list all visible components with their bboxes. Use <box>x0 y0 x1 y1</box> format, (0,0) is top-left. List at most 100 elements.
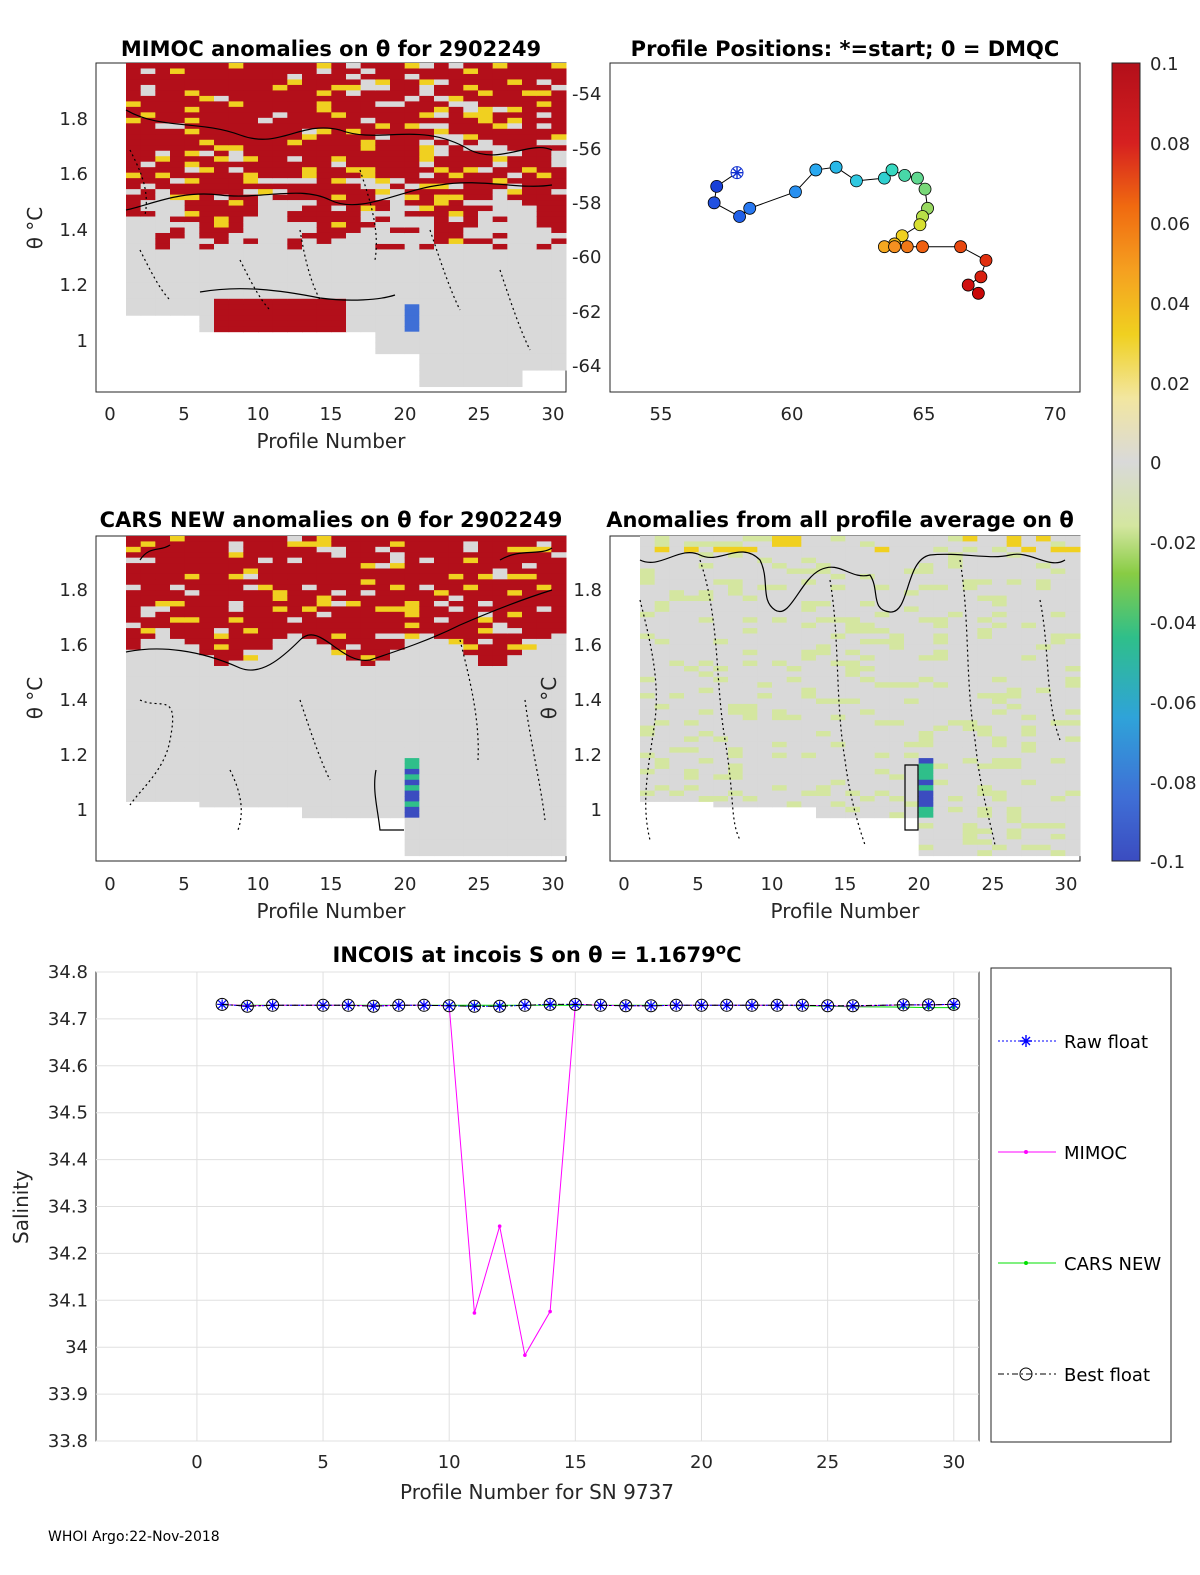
heatmap-cell <box>243 741 259 748</box>
heatmap-cell <box>1036 758 1052 764</box>
heatmap-cell <box>551 123 567 130</box>
heatmap-cell <box>434 736 450 743</box>
heatmap-cell <box>140 249 156 256</box>
heatmap-cell <box>434 95 450 102</box>
heatmap-cell <box>816 676 832 683</box>
heatmap-cell <box>536 117 552 124</box>
heatmap-cell <box>507 785 523 792</box>
heatmap-cell <box>492 796 508 802</box>
heatmap-cell <box>904 768 920 775</box>
heatmap-cell <box>287 590 303 597</box>
heatmap-cell <box>801 563 817 569</box>
heatmap-cell <box>155 232 171 239</box>
heatmap-cell <box>448 90 464 97</box>
heatmap-cell <box>830 568 846 575</box>
heatmap-cell <box>640 622 656 629</box>
heatmap-cell <box>948 601 964 607</box>
heatmap-cell <box>140 644 156 651</box>
heatmap-cell <box>375 320 391 327</box>
heatmap-cell <box>522 304 538 311</box>
heatmap-cell <box>874 747 890 754</box>
heatmap-cell <box>463 232 479 239</box>
heatmap-cell <box>536 546 552 553</box>
heatmap-cell <box>214 320 230 327</box>
heatmap-cell <box>536 666 552 672</box>
heatmap-cell <box>390 541 406 548</box>
heatmap-cell <box>478 763 494 770</box>
heatmap-cell <box>302 714 318 721</box>
heatmap-cell <box>772 601 788 607</box>
heatmap-cell <box>258 178 274 185</box>
heatmap-cell <box>272 227 288 234</box>
heatmap-cell <box>551 139 567 146</box>
heatmap-cell <box>346 676 362 683</box>
heatmap-cell <box>551 79 567 86</box>
heatmap-cell <box>786 698 802 705</box>
heatmap-cell <box>1050 617 1066 624</box>
heatmap-cell <box>126 644 142 651</box>
heatmap-cell <box>874 720 890 727</box>
heatmap-cell <box>1021 606 1037 613</box>
heatmap-cell <box>772 568 788 575</box>
heatmap-cell <box>155 666 171 672</box>
heatmap-cell <box>302 584 318 591</box>
heatmap-cell <box>551 638 567 645</box>
heatmap-cell <box>684 725 700 732</box>
heatmap-cell <box>492 731 508 737</box>
heatmap-cell <box>772 752 788 759</box>
heatmap-cell <box>492 238 508 245</box>
heatmap-cell <box>757 541 773 548</box>
heatmap-cell <box>258 183 274 190</box>
heatmap-cell <box>243 579 259 586</box>
heatmap-cell <box>654 676 670 683</box>
heatmap-cell <box>346 101 362 108</box>
heatmap-cell <box>536 850 552 857</box>
heatmap-cell <box>258 638 274 645</box>
heatmap-cell <box>933 768 949 775</box>
heatmap-cell <box>390 139 406 146</box>
heatmap-cell <box>258 106 274 113</box>
heatmap-cell <box>889 693 905 699</box>
heatmap-cell <box>492 584 508 591</box>
heatmap-cell <box>507 774 523 781</box>
heatmap-cell <box>757 693 773 699</box>
heatmap-cell <box>772 796 788 802</box>
heatmap-cell <box>478 79 494 86</box>
heatmap-cell <box>713 687 729 694</box>
heatmap-cell <box>199 801 215 808</box>
heatmap-cell <box>448 189 464 196</box>
heatmap-cell <box>874 671 890 678</box>
heatmap-cell <box>948 698 964 705</box>
heatmap-cell <box>962 655 978 662</box>
heatmap-cell <box>126 563 142 569</box>
heatmap-cell <box>1050 546 1066 553</box>
heatmap-cell <box>698 601 714 607</box>
heatmap-cell <box>287 227 303 234</box>
heatmap-cell <box>772 763 788 770</box>
heatmap-cell <box>786 785 802 792</box>
heatmap-cell <box>772 536 788 542</box>
heatmap-cell <box>492 298 508 305</box>
heatmap-cell <box>375 779 391 786</box>
heatmap-cell <box>874 638 890 645</box>
heatmap-cell <box>1065 833 1081 840</box>
heatmap-cell <box>992 644 1008 651</box>
heatmap-cell <box>331 106 347 113</box>
heatmap-cell <box>640 682 656 689</box>
heatmap-cell <box>478 709 494 716</box>
heatmap-cell <box>199 134 215 141</box>
heatmap-cell <box>404 563 420 569</box>
heatmap-cell <box>492 617 508 624</box>
heatmap-cell <box>536 364 552 371</box>
heatmap-cell <box>360 161 376 168</box>
heatmap-cell <box>390 112 406 119</box>
heatmap-cell <box>478 84 494 91</box>
heatmap-cell <box>874 622 890 629</box>
heatmap-cell <box>316 660 332 667</box>
heatmap-cell <box>654 546 670 553</box>
heatmap-cell <box>419 156 435 163</box>
heatmap-cell <box>492 145 508 152</box>
heatmap-cell <box>404 106 420 113</box>
heatmap-cell <box>140 178 156 185</box>
heatmap-cell <box>992 785 1008 792</box>
